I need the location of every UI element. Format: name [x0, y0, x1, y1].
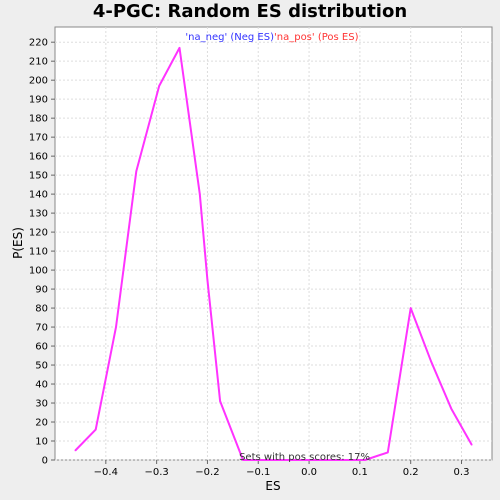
pos-scores-annotation: Sets with pos scores: 17% — [239, 452, 370, 463]
y-tick-label: 40 — [35, 380, 48, 391]
plot-area — [55, 27, 492, 460]
data-point — [387, 452, 389, 454]
x-tick-label: −0.4 — [94, 467, 118, 478]
y-tick-label: 80 — [35, 304, 48, 315]
data-point — [179, 47, 181, 49]
x-tick-label: −0.1 — [246, 467, 270, 478]
data-point — [75, 450, 77, 452]
x-tick-label: 0.1 — [352, 467, 368, 478]
y-tick-label: 20 — [35, 418, 48, 429]
x-axis-title: ES — [265, 479, 280, 493]
y-tick-label: 10 — [35, 437, 48, 448]
y-tick-label: 60 — [35, 342, 48, 353]
y-tick-label: 110 — [29, 247, 48, 258]
legend-item-neg-es: 'na_neg' (Neg ES) — [185, 32, 274, 43]
y-tick-label: 100 — [29, 266, 48, 277]
y-tick-label: 130 — [29, 209, 48, 220]
y-tick-label: 150 — [29, 171, 48, 182]
y-tick-label: 210 — [29, 57, 48, 68]
y-tick-label: 180 — [29, 114, 48, 125]
data-point — [451, 408, 453, 410]
legend-item-pos-es: 'na_pos' (Pos ES) — [274, 32, 359, 43]
data-point — [410, 307, 412, 309]
data-point — [136, 171, 138, 173]
y-tick-label: 50 — [35, 361, 48, 372]
y-tick-label: 70 — [35, 323, 48, 334]
y-tick-label: 30 — [35, 399, 48, 410]
data-point — [219, 400, 221, 402]
data-point — [95, 429, 97, 431]
data-point — [471, 444, 473, 446]
x-tick-label: 0.3 — [454, 467, 470, 478]
y-tick-label: 190 — [29, 95, 48, 106]
data-point — [158, 85, 160, 87]
data-point — [199, 193, 201, 195]
y-tick-label: 160 — [29, 152, 48, 163]
y-tick-label: 200 — [29, 76, 48, 87]
legend: 'na_neg' (Neg ES) 'na_pos' (Pos ES) — [185, 32, 358, 43]
x-tick-label: −0.3 — [144, 467, 168, 478]
x-tick-label: 0.2 — [403, 467, 419, 478]
data-point — [207, 279, 209, 281]
y-tick-label: 90 — [35, 285, 48, 296]
y-tick-label: 220 — [29, 38, 48, 49]
x-tick-label: 0.0 — [301, 467, 317, 478]
y-tick-label: 170 — [29, 133, 48, 144]
data-point — [115, 326, 117, 328]
y-tick-label: 140 — [29, 190, 48, 201]
x-tick-label: −0.2 — [195, 467, 219, 478]
y-tick-label: 0 — [42, 456, 48, 467]
y-axis-title: P(ES) — [11, 227, 25, 259]
y-tick-label: 120 — [29, 228, 48, 239]
data-point — [430, 360, 432, 362]
